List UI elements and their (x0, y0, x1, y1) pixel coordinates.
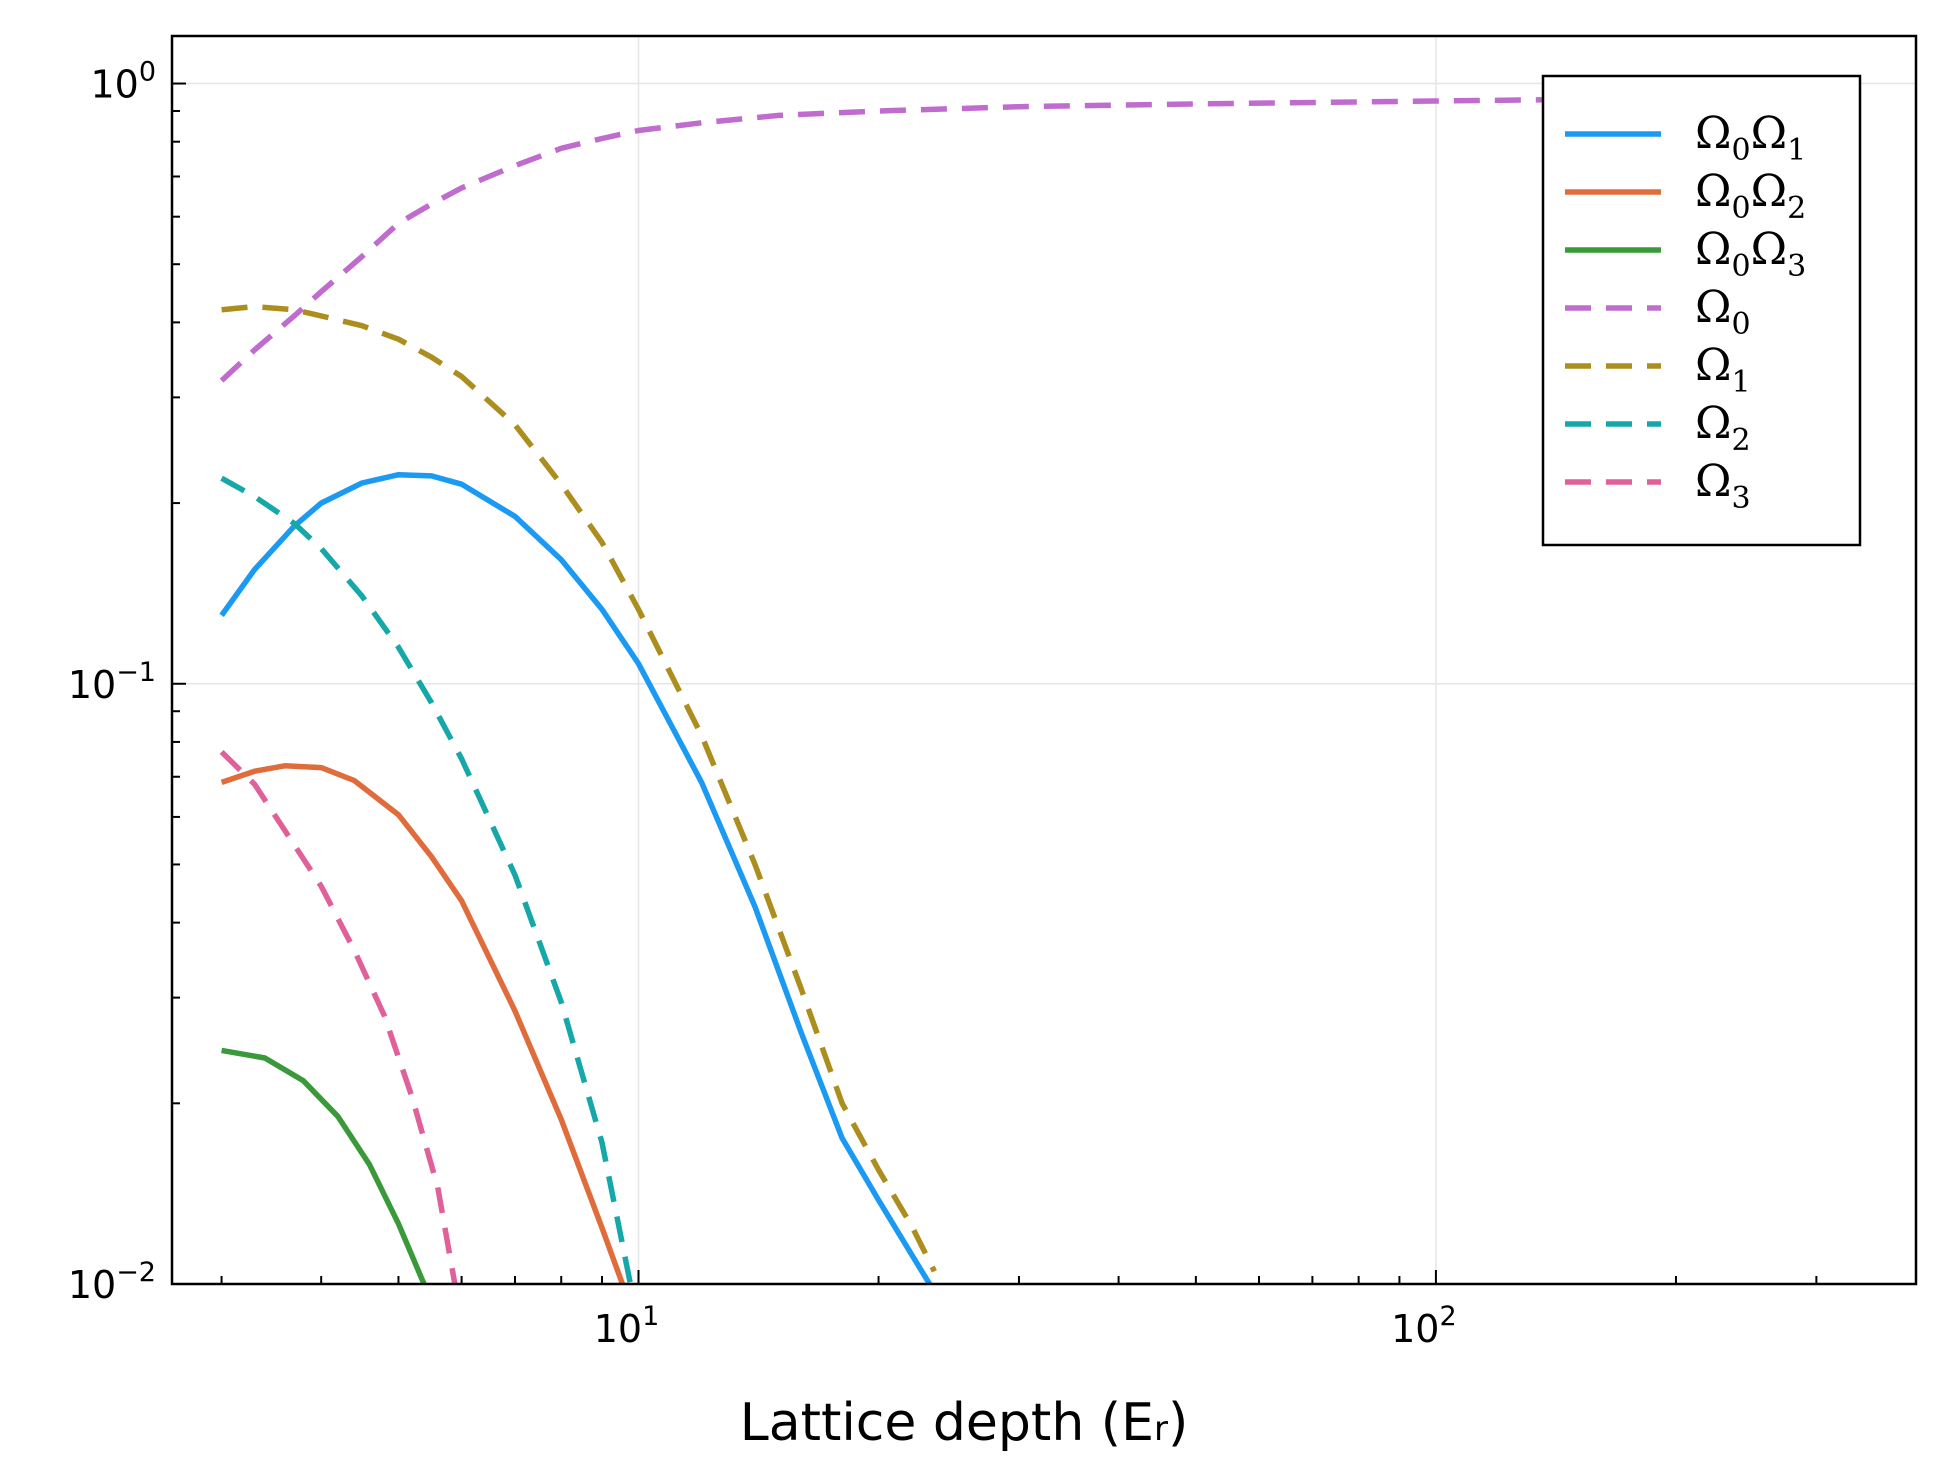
legend-label-part: Ω (1695, 224, 1731, 275)
legend-item: Ω0Ω1 (1565, 108, 1806, 168)
series-line-0 (219, 471, 933, 1284)
legend-label-part: Ω (1695, 282, 1731, 333)
axis-ticks (172, 82, 1917, 1285)
y-tick-label-exp: 0 (139, 57, 156, 88)
legend-item: Ω0Ω3 (1565, 224, 1806, 284)
x-axis-title: Lattice depth (Er) (740, 1393, 1188, 1453)
legend-label-part: 0 (1731, 133, 1750, 168)
x-tick-label-base: 10 (1391, 1307, 1439, 1351)
series-line-2 (221, 1047, 427, 1284)
x-tick-label-exp: 1 (642, 1301, 659, 1332)
x-axis-title-sub: r (1154, 1409, 1168, 1449)
series-line-6 (219, 749, 458, 1284)
legend-item: Ω2 (1565, 398, 1751, 458)
x-tick-label-base: 10 (594, 1307, 642, 1351)
series-lines (219, 94, 1817, 1284)
legend-box (1541, 74, 1862, 547)
legend-label-part: 0 (1731, 191, 1750, 226)
legend-label-part: Ω (1695, 108, 1731, 159)
legend-item: Ω0 (1565, 282, 1751, 342)
x-axis-title-close: ) (1168, 1393, 1188, 1453)
y-tick-label: 10−2 (68, 1257, 156, 1307)
series-line-3 (219, 94, 1817, 383)
legend-label: Ω3 (1695, 456, 1751, 516)
legend-label-part: Ω (1695, 398, 1731, 449)
legend-label-part: 0 (1731, 307, 1750, 342)
legend-label-part: 2 (1731, 423, 1750, 458)
series-line-5 (220, 475, 634, 1284)
legend-label: Ω0Ω3 (1695, 224, 1806, 284)
legend-label-part: Ω (1695, 340, 1731, 391)
x-tick-label-exp: 2 (1439, 1301, 1456, 1332)
plot-frame (170, 34, 1918, 1286)
y-tick-label: 100 (90, 57, 156, 107)
y-tick-label: 10−1 (68, 657, 156, 707)
legend-label-part: Ω (1751, 224, 1787, 275)
y-tick-label-exp: −2 (116, 1257, 156, 1288)
legend-label: Ω1 (1695, 340, 1751, 400)
legend-label-part: Ω (1751, 166, 1787, 217)
legend-label: Ω0 (1695, 282, 1751, 342)
legend-label-part: Ω (1695, 166, 1731, 217)
legend-label-part: Ω (1695, 456, 1731, 507)
y-tick-label-exp: −1 (116, 657, 156, 688)
x-tick-label: 102 (1391, 1301, 1457, 1351)
y-tick-label-base: 10 (68, 663, 116, 707)
legend-label-part: 2 (1787, 191, 1806, 226)
legend-label: Ω0Ω1 (1695, 108, 1806, 168)
legend-label-part: 3 (1731, 481, 1750, 516)
legend-label-part: 3 (1787, 249, 1806, 284)
legend-label-part: 0 (1731, 249, 1750, 284)
series-line-1 (220, 763, 626, 1284)
legend-label: Ω0Ω2 (1695, 166, 1806, 226)
y-tick-label-base: 10 (90, 63, 138, 107)
y-tick-label-base: 10 (68, 1263, 116, 1307)
series-line-4 (221, 303, 937, 1273)
legend-item: Ω3 (1565, 456, 1751, 516)
legend-item: Ω0Ω2 (1565, 166, 1806, 226)
legend-label-part: 1 (1787, 133, 1806, 168)
legend-item: Ω1 (1565, 340, 1751, 400)
legend-label: Ω2 (1695, 398, 1751, 458)
x-tick-label: 101 (594, 1301, 660, 1351)
legend-label-part: Ω (1751, 108, 1787, 159)
legend-label-part: 1 (1731, 365, 1750, 400)
x-axis-title-main: Lattice depth (E (740, 1393, 1154, 1453)
